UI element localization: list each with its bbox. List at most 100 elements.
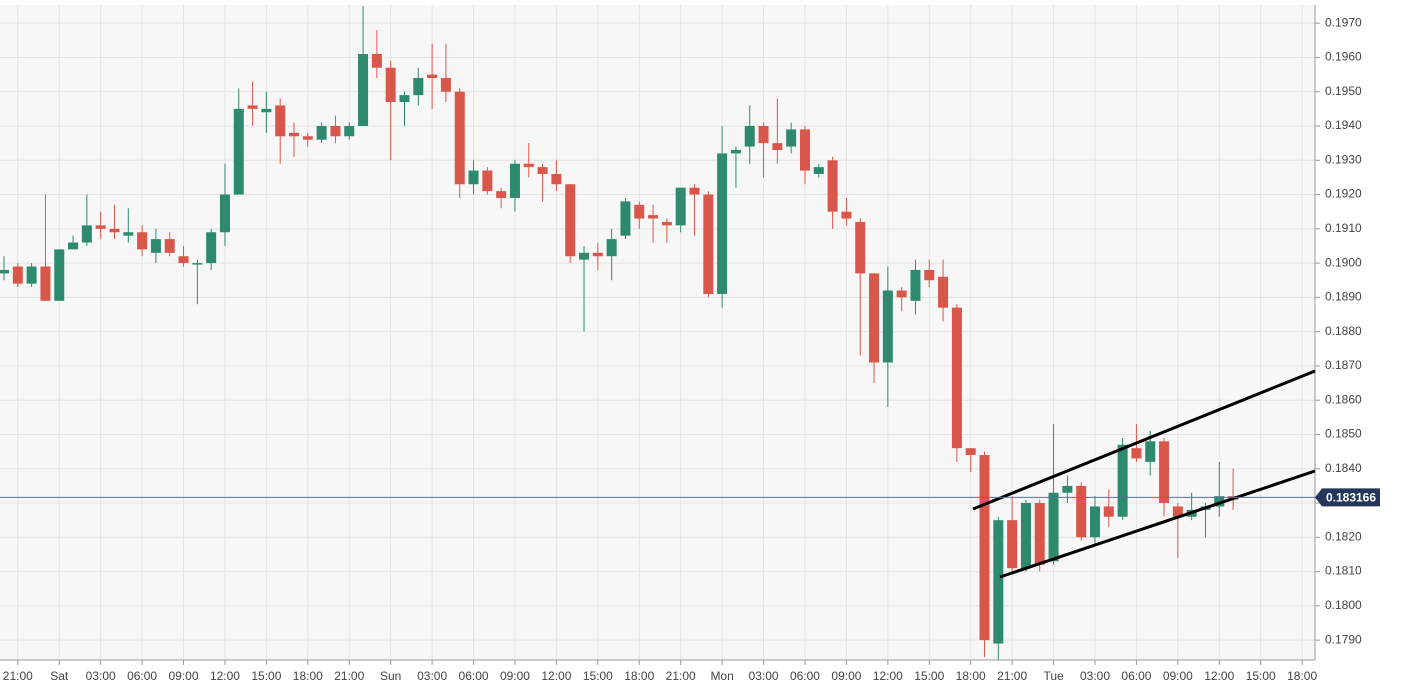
candle-body xyxy=(744,125,755,147)
y-tick-label: 0.1800 xyxy=(1325,598,1362,612)
candle-body xyxy=(26,266,37,284)
candle-body xyxy=(399,95,410,102)
candle-body xyxy=(1034,503,1045,565)
candle-body xyxy=(606,239,617,257)
candle-body xyxy=(0,269,9,274)
y-tick-label: 0.1790 xyxy=(1325,632,1362,646)
candle-body xyxy=(648,215,659,219)
channel-lower xyxy=(999,469,1316,579)
x-tick-label: 15:00 xyxy=(251,669,281,683)
candle-body xyxy=(938,276,949,308)
candle-body xyxy=(219,194,230,233)
candle-body xyxy=(454,91,465,185)
x-tick-label: 12:00 xyxy=(1204,669,1234,683)
y-tick-label: 0.1820 xyxy=(1325,529,1362,543)
candle-body xyxy=(924,269,935,281)
candle-body xyxy=(1159,441,1170,504)
candle-body xyxy=(1214,496,1225,507)
candle-body xyxy=(951,307,962,449)
channel-upper xyxy=(972,369,1316,511)
x-tick-label: 12:00 xyxy=(873,669,903,683)
x-tick-label: 15:00 xyxy=(583,669,613,683)
candle-body xyxy=(813,167,824,174)
y-tick-label: 0.1970 xyxy=(1325,15,1362,29)
grid: 0.17900.18000.18100.18200.18300.18400.18… xyxy=(0,5,1362,683)
candle-body xyxy=(1131,448,1142,459)
candle-body xyxy=(330,125,341,137)
x-tick-label: 12:00 xyxy=(541,669,571,683)
x-tick-label: 15:00 xyxy=(1246,669,1276,683)
candle-body xyxy=(1076,485,1087,538)
y-tick-label: 0.1950 xyxy=(1325,84,1362,98)
candle-body xyxy=(302,136,313,140)
x-tick-label: 09:00 xyxy=(169,669,199,683)
candle-body xyxy=(772,143,783,150)
x-tick-label: 18:00 xyxy=(624,669,654,683)
x-tick-label: 06:00 xyxy=(127,669,157,683)
candle-body xyxy=(965,448,976,456)
candle-body xyxy=(979,455,990,641)
y-tick-label: 0.1920 xyxy=(1325,187,1362,201)
candle-body xyxy=(565,184,576,257)
x-tick-label: 03:00 xyxy=(86,669,116,683)
x-tick-label: 03:00 xyxy=(417,669,447,683)
candle-body xyxy=(758,125,769,144)
y-tick-label: 0.1860 xyxy=(1325,392,1362,406)
candle-body xyxy=(440,78,451,92)
candle-body xyxy=(150,239,161,253)
candle-body xyxy=(717,153,728,294)
candle-body xyxy=(1007,520,1018,569)
candle-body xyxy=(799,129,810,171)
candle-body xyxy=(81,225,92,243)
candle-body xyxy=(703,194,714,294)
x-tick-label: Sun xyxy=(380,669,401,683)
candle-body xyxy=(109,228,120,233)
candle-body xyxy=(192,263,203,265)
candle-body xyxy=(1172,506,1183,517)
candle-body xyxy=(1048,492,1059,562)
candle-body xyxy=(620,201,631,236)
y-tick-label: 0.1960 xyxy=(1325,50,1362,64)
candle-body xyxy=(123,232,134,236)
y-tick-label: 0.1910 xyxy=(1325,221,1362,235)
candle-body xyxy=(993,520,1004,644)
candle-body xyxy=(344,125,355,137)
candle-body xyxy=(675,187,686,226)
candle-body xyxy=(579,252,590,260)
candle-body xyxy=(206,232,217,264)
candle-body xyxy=(730,149,741,154)
x-tick-label: 03:00 xyxy=(749,669,779,683)
candle-body xyxy=(233,108,244,195)
plot-area xyxy=(0,5,1315,660)
y-tick-label: 0.1850 xyxy=(1325,427,1362,441)
candle-body xyxy=(882,290,893,363)
candle-body xyxy=(634,204,645,219)
candle-body xyxy=(1117,444,1128,517)
y-tick-label: 0.1890 xyxy=(1325,290,1362,304)
candle-body xyxy=(289,132,300,137)
candle-body xyxy=(68,242,79,250)
y-tick-label: 0.1880 xyxy=(1325,324,1362,338)
x-tick-label: Mon xyxy=(710,669,733,683)
x-tick-label: 21:00 xyxy=(666,669,696,683)
candle-body xyxy=(275,105,286,137)
y-tick-label: 0.1900 xyxy=(1325,255,1362,269)
candle-body xyxy=(523,163,534,168)
candle-body xyxy=(371,54,382,68)
candle-body xyxy=(385,67,396,102)
y-tick-label: 0.1870 xyxy=(1325,358,1362,372)
x-tick-label: 18:00 xyxy=(293,669,323,683)
candles xyxy=(0,6,1239,661)
y-tick-label: 0.1810 xyxy=(1325,564,1362,578)
x-tick-label: 21:00 xyxy=(334,669,364,683)
x-tick-label: 03:00 xyxy=(1080,669,1110,683)
current-price-tag xyxy=(1315,488,1380,507)
x-tick-label: 12:00 xyxy=(210,669,240,683)
x-tick-label: 21:00 xyxy=(997,669,1027,683)
candle-body xyxy=(468,170,479,185)
candle-body xyxy=(786,129,797,147)
x-tick-label: 09:00 xyxy=(1163,669,1193,683)
candle-body xyxy=(1062,485,1073,493)
x-tick-label: Tue xyxy=(1043,669,1064,683)
